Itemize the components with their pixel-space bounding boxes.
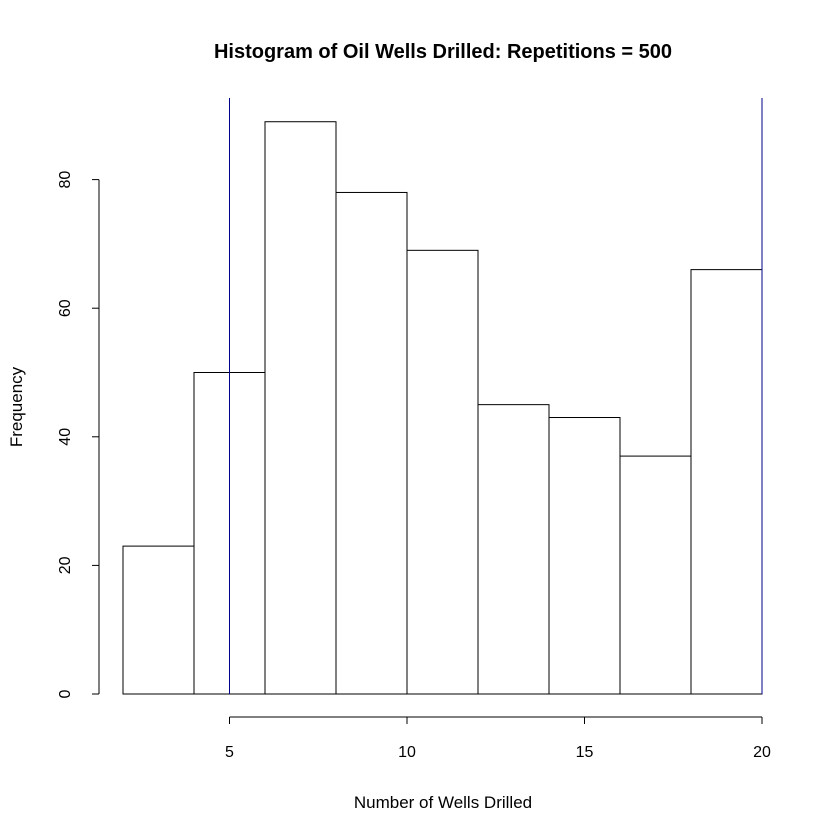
- x-axis-label: Number of Wells Drilled: [354, 793, 532, 812]
- y-tick-label: 20: [57, 556, 74, 574]
- x-tick-label: 15: [576, 744, 594, 761]
- y-axis: 0 20 40 60 80: [57, 171, 100, 698]
- histogram-bar: [477, 404, 550, 695]
- x-axis: 5 10 15 20: [225, 716, 771, 761]
- x-tick-label: 20: [753, 744, 771, 761]
- histogram-bar: [406, 249, 479, 695]
- bars-group: [122, 121, 763, 695]
- y-tick-label: 80: [57, 171, 74, 189]
- chart-title: Histogram of Oil Wells Drilled: Repetiti…: [214, 41, 672, 63]
- y-axis-label: Frequency: [7, 366, 26, 447]
- histogram-bar: [335, 191, 408, 695]
- x-tick-label: 10: [398, 744, 416, 761]
- x-tick-label: 5: [225, 744, 234, 761]
- histogram-bar: [264, 121, 337, 695]
- histogram-bar: [548, 417, 621, 695]
- y-tick-label: 40: [57, 428, 74, 446]
- histogram-bar: [690, 269, 763, 695]
- y-tick-label: 0: [57, 689, 74, 698]
- histogram-bar: [619, 455, 692, 695]
- y-tick-label: 60: [57, 299, 74, 317]
- histogram-bar: [122, 545, 195, 695]
- reference-lines-group: [229, 98, 763, 694]
